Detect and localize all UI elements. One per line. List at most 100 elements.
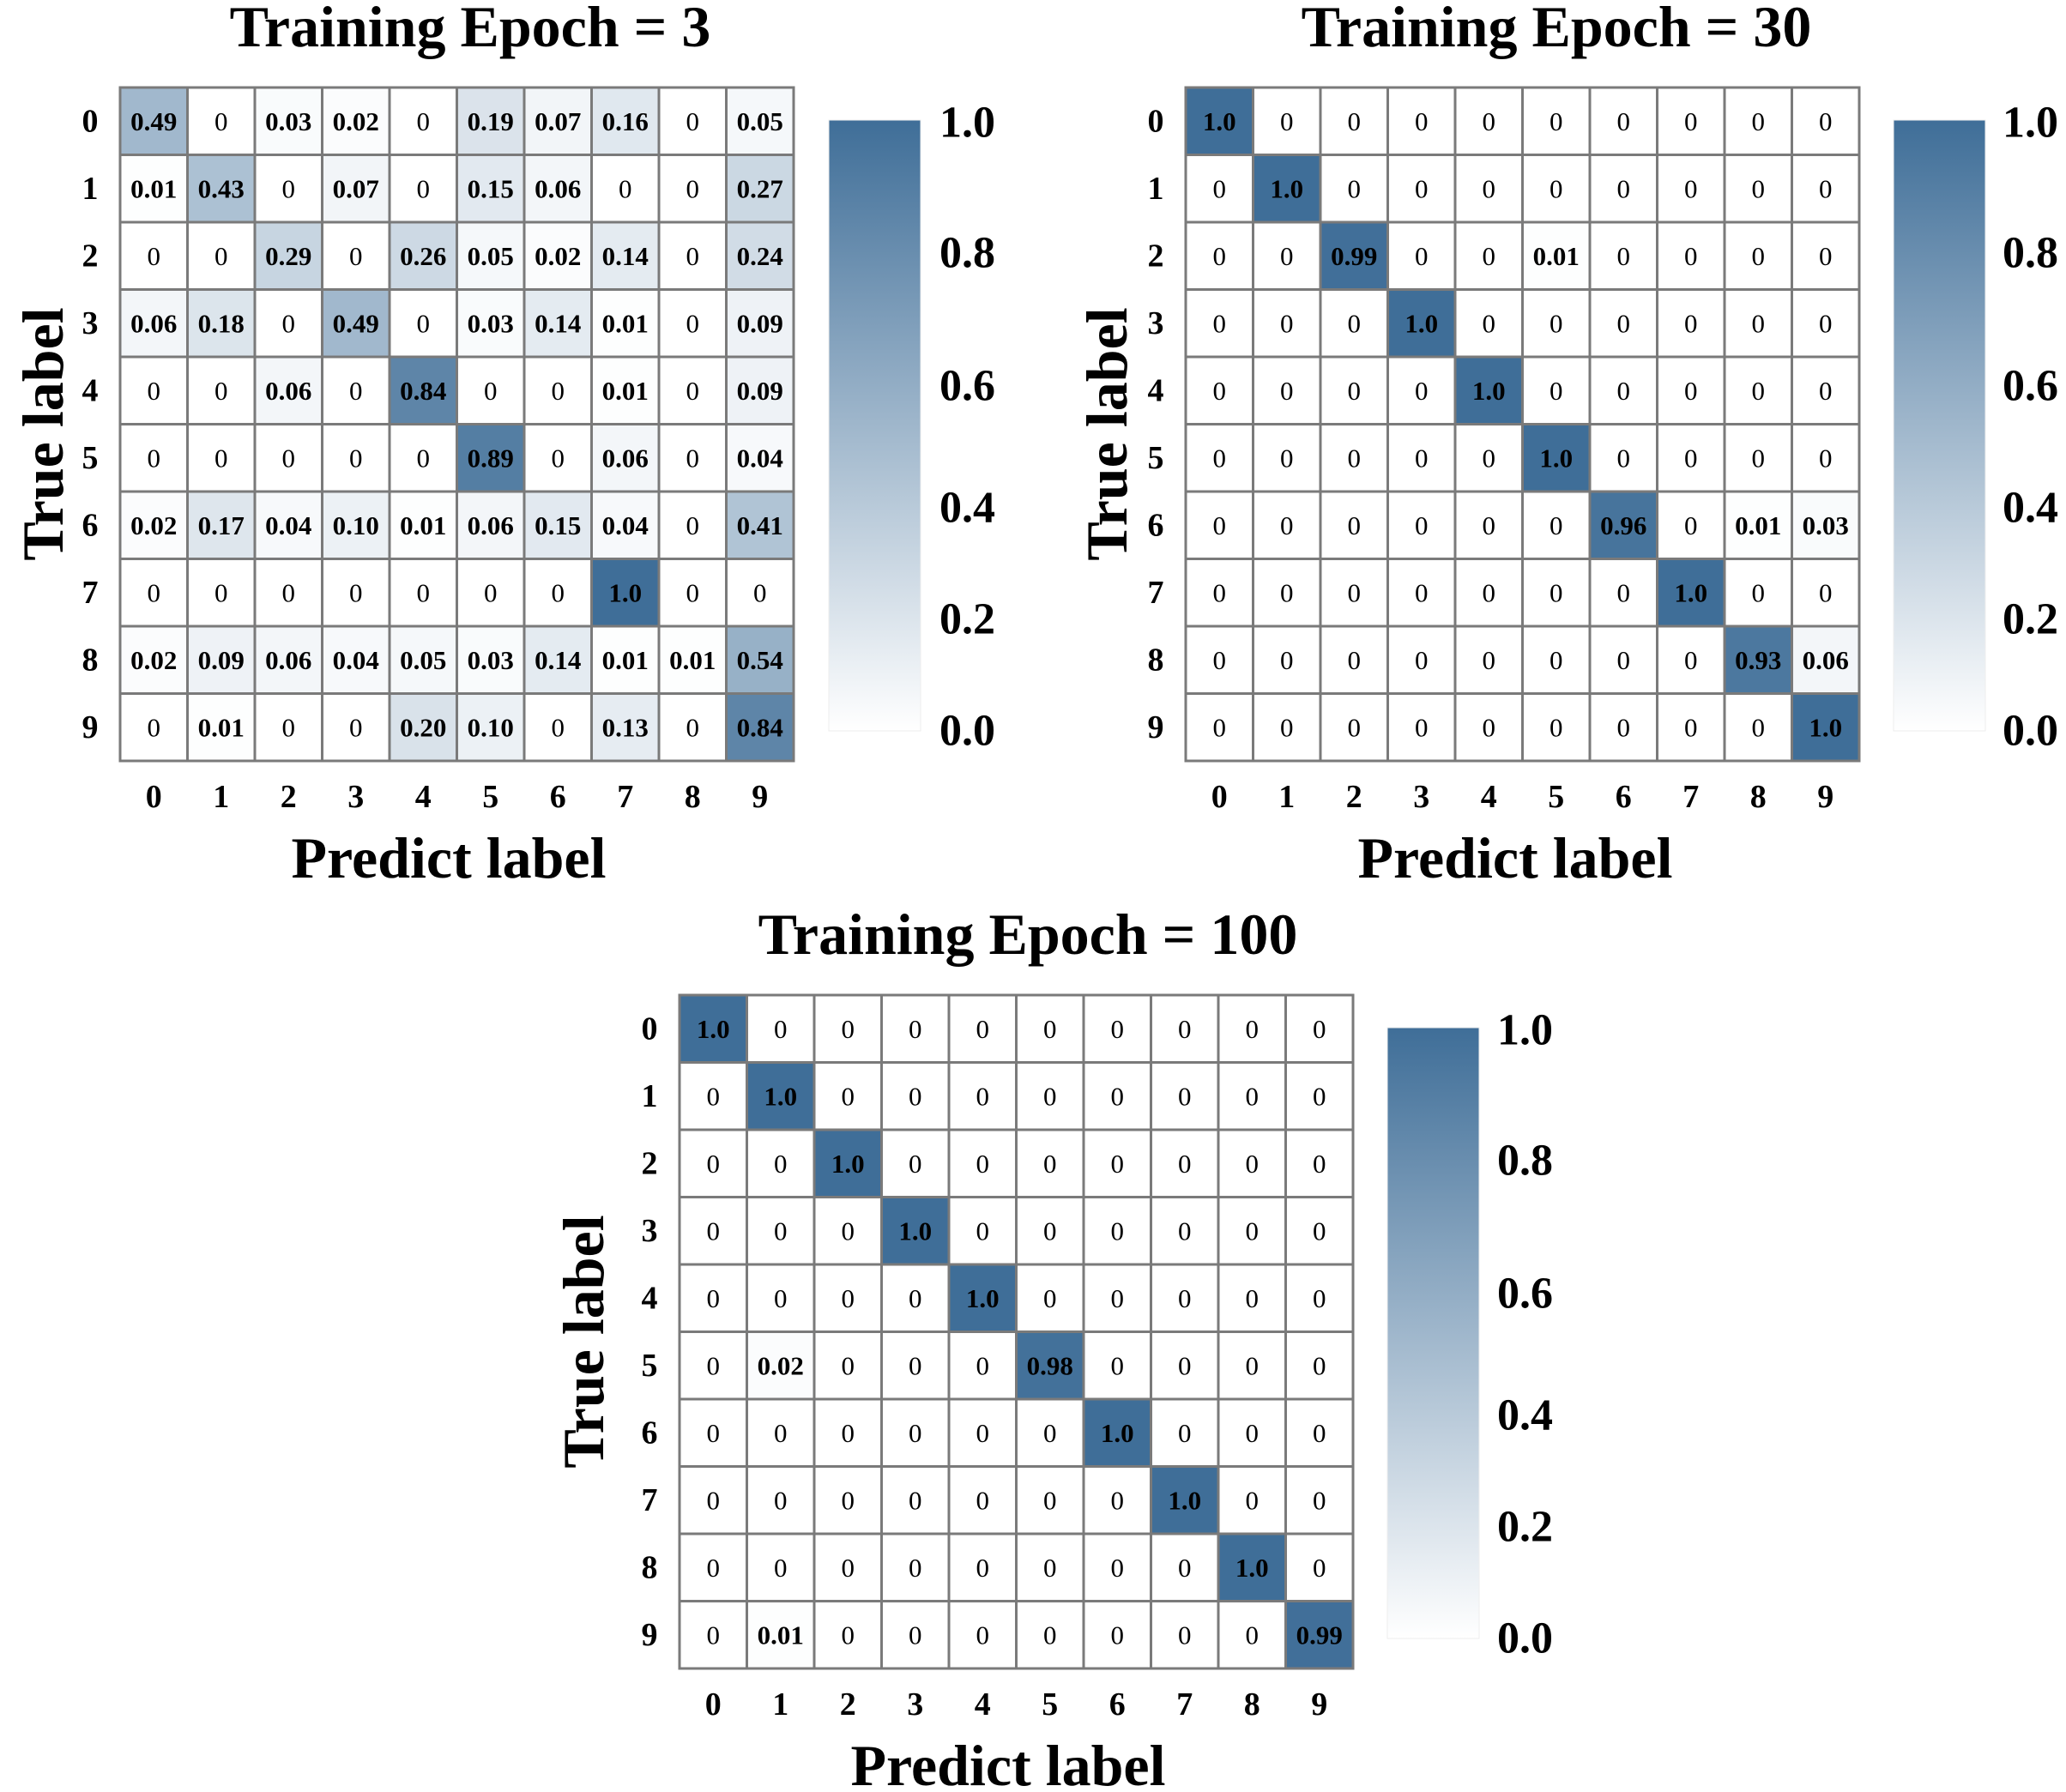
heatmap-cell [1791,355,1861,425]
cell-value-label: 0 [774,1283,788,1313]
colorbar-tick: 0.6 [1497,1270,1553,1318]
y-tick-label: 5 [82,440,99,476]
cell-value-label: 0 [774,1149,788,1179]
cell-value-label: 0 [842,1081,855,1111]
cell-value-label: 0 [1313,1553,1326,1583]
cell-value-label: 0.16 [602,106,649,136]
x-tick-label: 9 [1817,779,1833,815]
cell-value-label: 0 [417,577,431,607]
cell-value-label: 0 [686,241,700,271]
y-tick-label: 3 [82,305,99,341]
cell-value-label: 0 [1111,1620,1125,1650]
heatmap-cell [947,1465,1018,1536]
cell-value-label: 0.17 [198,510,245,540]
cell-value-label: 0 [1178,1418,1192,1448]
heatmap-cell [1082,1196,1152,1266]
cell-value-label: 0 [842,1014,855,1044]
cell-value-label: 0 [1111,1350,1125,1380]
y-tick-label: 8 [642,1549,658,1585]
cell-value-label: 0 [1178,1350,1192,1380]
colorbar [1386,1027,1480,1639]
heatmap-cell [657,692,728,763]
x-tick-label: 6 [1109,1686,1126,1723]
colorbar-tick: 0.4 [939,484,995,533]
heatmap-cell [1453,692,1524,763]
heatmap-cell [1184,692,1254,763]
x-tick-label: 8 [1750,779,1767,815]
cell-value-label: 1.0 [831,1149,865,1179]
cell-value-label: 0.84 [737,712,783,742]
cell-value-label: 0 [1550,376,1563,406]
cell-value-label: 0 [686,308,700,338]
cell-value-label: 0 [1415,106,1429,136]
cell-value-label: 0 [1550,645,1563,675]
cell-value-label: 0 [1348,645,1362,675]
heatmap-cell [1150,1061,1220,1131]
heatmap-cell [321,423,391,493]
heatmap-cell [1284,1600,1355,1670]
cell-value-label: 0.05 [468,241,514,271]
cell-value-label: 0 [1348,376,1362,406]
heatmap-cell [1252,355,1322,425]
heatmap-cell [725,355,795,425]
cell-value-label: 0.01 [602,376,649,406]
cell-value-label: 0 [976,1553,990,1583]
cell-value-label: 0 [1752,106,1766,136]
panel-epoch-3: Training Epoch = 3 True label Predict la… [10,0,995,890]
colorbar-tick: 0.0 [2003,707,2058,756]
cell-value-label: 0 [1752,376,1766,406]
cell-value-label: 0 [774,1014,788,1044]
heatmap-cell [1656,490,1726,560]
cell-value-label: 0 [1483,510,1496,540]
cell-value-label: 0 [552,712,565,742]
panel-title: Training Epoch = 3 [230,0,711,59]
y-tick-label: 2 [82,238,99,274]
colorbar-tick: 0.6 [2003,362,2058,411]
cell-value-label: 0.10 [333,510,379,540]
cell-value-label: 0 [417,173,431,203]
cell-value-label: 0 [1348,173,1362,203]
cell-value-label: 0 [1111,1553,1125,1583]
cell-value-label: 0 [1313,1283,1326,1313]
y-tick-label: 3 [642,1213,658,1249]
cell-value-label: 0 [417,308,431,338]
cell-value-label: 0 [1550,173,1563,203]
heatmap-cell [1217,1196,1287,1266]
cell-value-label: 0 [842,1216,855,1246]
cell-value-label: 0.02 [130,645,177,675]
colorbar-ticks: 1.0 0.8 0.6 0.4 0.2 0.0 [1497,1006,1553,1663]
heatmap-cell [388,624,458,695]
heatmap-cell [947,1397,1018,1468]
heatmap-cell [321,692,391,763]
cell-value-label: 0 [1483,645,1496,675]
cell-value-label: 0 [842,1283,855,1313]
cell-value-label: 0 [1819,308,1833,338]
cell-value-label: 1.0 [1539,443,1573,473]
cell-value-label: 0 [1213,645,1227,675]
cell-value-label: 0 [1246,1014,1260,1044]
cell-value-label: 0 [1246,1149,1260,1179]
heatmap-cell [746,1196,816,1266]
cell-value-label: 0 [686,376,700,406]
heatmap-cell [456,692,526,763]
y-tick-label: 8 [1148,642,1164,678]
heatmap-cell [1082,1330,1152,1401]
cell-value-label: 0 [1348,443,1362,473]
cell-value-label: 0 [1415,510,1429,540]
heatmap-cell [590,490,661,560]
heatmap-cell [186,624,257,695]
heatmap-cell [746,1532,816,1602]
heatmap-cell [1015,1330,1085,1401]
cell-value-label: 0.02 [758,1350,804,1380]
cell-value-label: 0 [1313,1418,1326,1448]
heatmap-cell [523,288,593,359]
cell-value-label: 0.01 [400,510,446,540]
cell-value-label: 0 [1752,241,1766,271]
heatmap-cell [1453,355,1524,425]
cell-value-label: 1.0 [697,1014,730,1044]
heatmap-cell [1588,692,1658,763]
cell-value-label: 1.0 [1809,712,1842,742]
heatmap-cell [590,558,661,628]
x-tick-label: 0 [705,1686,722,1723]
cell-value-label: 0 [1348,712,1362,742]
